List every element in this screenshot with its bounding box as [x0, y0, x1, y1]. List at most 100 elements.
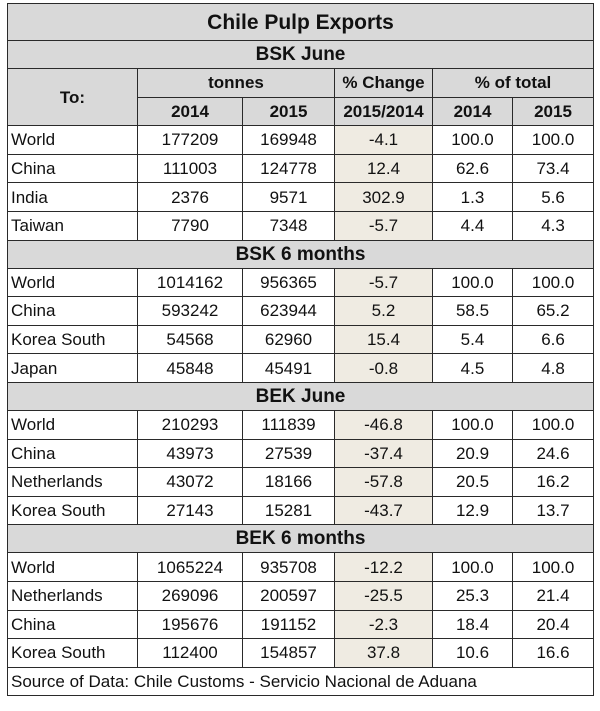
tonnes-2015-cell: 623944 [242, 296, 335, 326]
tonnes-2014-cell: 210293 [137, 409, 243, 440]
tonnes-2014-cell: 43973 [137, 438, 243, 469]
to-header: To: [7, 67, 138, 127]
pct-total-2015-cell: 100.0 [511, 552, 595, 582]
country-cell: World [7, 267, 138, 298]
table-row: Taiwan 7790 7348 -5.7 4.4 4.3 [7, 210, 595, 241]
country-cell: Netherlands [7, 467, 138, 497]
table-title: Chile Pulp Exports [6, 3, 595, 41]
table-row: China 111003 124778 12.4 62.6 73.4 [7, 153, 595, 184]
pulp-exports-table: Chile Pulp Exports BSK June To: tonnes %… [6, 3, 595, 696]
tonnes-2015-cell: 45491 [242, 353, 335, 383]
tonnes-2014-cell: 1014162 [137, 267, 243, 298]
pct-change-cell: -37.4 [334, 438, 433, 469]
tonnes-2015-cell: 111839 [242, 409, 335, 440]
tonnes-header: tonnes [137, 68, 335, 98]
pct-change-cell: -5.7 [334, 267, 433, 298]
pct-total-2014-cell: 20.5 [432, 467, 513, 497]
pct-total-2014-cell: 4.5 [432, 353, 513, 383]
pct-total-2014-cell: 20.9 [432, 438, 513, 469]
pct-change-cell: -12.2 [334, 552, 433, 582]
header-row-1: To: tonnes % Change % of total [7, 67, 595, 127]
section-title: BEK 6 months [6, 524, 595, 554]
country-cell: China [7, 609, 138, 640]
tonnes-2014-cell: 269096 [137, 580, 243, 611]
pct-change-cell: 15.4 [334, 324, 433, 355]
pct-total-2014-cell: 100.0 [432, 267, 513, 298]
tonnes-2015-cell: 9571 [242, 182, 335, 212]
pct-total-2015-cell: 20.4 [511, 609, 595, 640]
pct-change-cell: -0.8 [334, 353, 433, 383]
pct-total-2014-cell: 10.6 [432, 638, 513, 668]
pct-change-cell: -4.1 [334, 125, 433, 155]
pct-total-2015-cell: 100.0 [511, 125, 595, 155]
pct-total-2015-cell: 65.2 [511, 296, 595, 326]
tonnes-2015-cell: 956365 [242, 267, 335, 298]
pct-total-2014-cell: 12.9 [432, 495, 513, 526]
tonnes-2014-cell: 593242 [137, 296, 243, 326]
pct-total-2014-cell: 4.4 [432, 210, 513, 241]
pct-total-2014-cell: 18.4 [432, 609, 513, 640]
pct-total-2015-cell: 100.0 [511, 267, 595, 298]
pct-total-2015-cell: 24.6 [511, 438, 595, 469]
header-row-2: 2014 2015 2015/2014 2014 2015 [8, 96, 595, 127]
country-cell: Korea South [7, 638, 138, 668]
country-cell: China [7, 153, 138, 184]
tonnes-2015-cell: 191152 [242, 609, 335, 640]
country-cell: Korea South [7, 495, 138, 526]
tonnes-2014-cell: 7790 [137, 210, 243, 241]
section-title: BSK 6 months [6, 239, 595, 269]
table-row: China 195676 191152 -2.3 18.4 20.4 [7, 609, 595, 640]
section-header-row: BEK 6 months [6, 524, 595, 554]
country-cell: Korea South [7, 324, 138, 355]
tonnes-2014-cell: 1065224 [137, 552, 243, 582]
tonnes-2014-cell: 54568 [137, 324, 243, 355]
table-row: World 1065224 935708 -12.2 100.0 100.0 [7, 552, 595, 582]
pct-total-2014-cell: 1.3 [432, 182, 513, 212]
year-2014-header: 2014 [137, 96, 243, 127]
table-row: World 1014162 956365 -5.7 100.0 100.0 [7, 267, 595, 298]
title-row: Chile Pulp Exports [6, 3, 595, 41]
pct-change-header: % Change [334, 68, 433, 98]
pct-total-2015-cell: 5.6 [511, 182, 595, 212]
country-cell: Netherlands [7, 580, 138, 611]
tonnes-2015-cell: 62960 [242, 324, 335, 355]
section-header-row: BSK June [6, 40, 595, 69]
pct-change-cell: -43.7 [334, 495, 433, 526]
section-header-row: BSK 6 months [6, 239, 595, 269]
pct-total-2015-cell: 16.6 [511, 638, 595, 668]
pct-change-cell: -25.5 [334, 580, 433, 611]
pct-change-cell: -46.8 [334, 409, 433, 440]
pct-total-2014-cell: 100.0 [432, 125, 513, 155]
country-cell: India [7, 182, 138, 212]
tonnes-2015-cell: 169948 [242, 125, 335, 155]
tonnes-2014-cell: 2376 [137, 182, 243, 212]
pct-change-cell: 37.8 [334, 638, 433, 668]
country-cell: China [7, 438, 138, 469]
table-row: Korea South 112400 154857 37.8 10.6 16.6 [7, 638, 595, 668]
source-row: Source of Data: Chile Customs - Servicio… [6, 666, 595, 696]
table-row: Korea South 54568 62960 15.4 5.4 6.6 [7, 324, 595, 355]
tonnes-2015-cell: 154857 [242, 638, 335, 668]
table-row: China 43973 27539 -37.4 20.9 24.6 [7, 438, 595, 469]
table-row: India 2376 9571 302.9 1.3 5.6 [7, 182, 595, 212]
table-row: Netherlands 269096 200597 -25.5 25.3 21.4 [7, 580, 595, 611]
pct-total-2014-cell: 100.0 [432, 552, 513, 582]
pct-total-2015-cell: 21.4 [511, 580, 595, 611]
tonnes-2014-cell: 195676 [137, 609, 243, 640]
table-row: World 210293 111839 -46.8 100.0 100.0 [7, 409, 595, 440]
pct-total-2015-cell: 6.6 [511, 324, 595, 355]
pct-total-2014-cell: 100.0 [432, 409, 513, 440]
country-cell: World [7, 552, 138, 582]
tonnes-2014-cell: 27143 [137, 495, 243, 526]
pct-total-2015-cell: 73.4 [511, 153, 595, 184]
tonnes-2015-cell: 935708 [242, 552, 335, 582]
tonnes-2014-cell: 43072 [137, 467, 243, 497]
table-row: World 177209 169948 -4.1 100.0 100.0 [7, 125, 595, 155]
pct-total-2014-cell: 5.4 [432, 324, 513, 355]
pct-total-2014-cell: 25.3 [432, 580, 513, 611]
country-cell: Japan [7, 353, 138, 383]
country-cell: Taiwan [7, 210, 138, 241]
section-header-row: BEK June [6, 381, 595, 411]
table-row: Netherlands 43072 18166 -57.8 20.5 16.2 [7, 467, 595, 497]
pct-change-cell: 12.4 [334, 153, 433, 184]
